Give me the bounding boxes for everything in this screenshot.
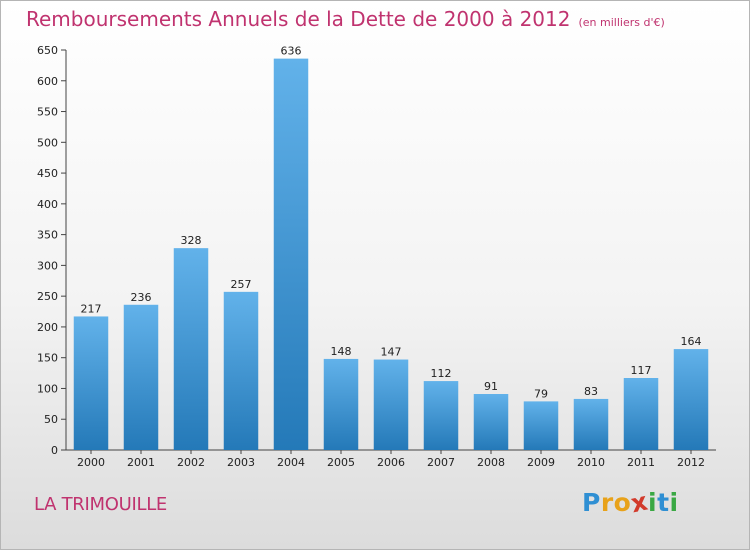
x-tick-label-2007: 2007	[427, 456, 455, 469]
bar-2011	[623, 378, 659, 450]
x-axis: 2000 2001 2002 2003 2004 2005 2006 2007 2008 2009…	[66, 449, 716, 469]
y-axis: 0 50 100 150 200 250 300 350 400 450 500 550 600 650	[37, 44, 67, 457]
value-label-2005: 148	[331, 345, 352, 358]
x-tick-label-2008: 2008	[477, 456, 505, 469]
logo-letter: i	[669, 488, 679, 517]
y-tick-label: 500	[37, 136, 58, 149]
value-label-2004: 636	[281, 45, 302, 58]
value-label-2001: 236	[131, 291, 152, 304]
value-labels: 217 236 328 257 636 148 147 112 91 79 83 117 164	[81, 45, 702, 401]
bar-2002	[173, 248, 209, 450]
y-tick-label: 650	[37, 44, 58, 57]
value-label-2002: 328	[181, 234, 202, 247]
value-label-2012: 164	[681, 335, 702, 348]
city-name: LA TRIMOUILLE	[34, 494, 167, 515]
x-tick-label-2001: 2001	[127, 456, 155, 469]
y-tick-label: 150	[37, 352, 58, 365]
y-tick-label: 450	[37, 167, 58, 180]
logo-letter: o	[613, 488, 632, 517]
value-label-2011: 117	[631, 364, 652, 377]
y-tick-label: 350	[37, 229, 58, 242]
value-label-2007: 112	[431, 367, 452, 380]
y-tick-label: 600	[37, 75, 58, 88]
value-label-2010: 83	[584, 385, 598, 398]
x-tick-label-2004: 2004	[277, 456, 305, 469]
x-tick-label-2002: 2002	[177, 456, 205, 469]
bar-2004	[273, 58, 309, 450]
value-label-2000: 217	[81, 302, 102, 315]
chart-title-unit: (en milliers d'€)	[578, 16, 665, 29]
bar-2009	[523, 401, 559, 450]
chart-title-main: Remboursements Annuels de la Dette de 20…	[26, 7, 571, 31]
bar-2003	[223, 291, 259, 450]
bar-2012	[673, 349, 709, 450]
bar-2008	[473, 394, 509, 450]
bar-2001	[123, 304, 159, 450]
x-tick-label-2012: 2012	[677, 456, 705, 469]
y-tick-label: 50	[44, 413, 58, 426]
y-tick-label: 300	[37, 259, 58, 272]
value-label-2003: 257	[231, 278, 252, 291]
logo-letter: i	[648, 488, 658, 517]
bar-2006	[373, 359, 409, 450]
bar-2007	[423, 381, 459, 450]
x-tick-label-2006: 2006	[377, 456, 405, 469]
logo-letter: P	[582, 488, 601, 517]
bar-2010	[573, 398, 609, 450]
y-tick-label: 550	[37, 106, 58, 119]
x-tick-label-2011: 2011	[627, 456, 655, 469]
value-label-2009: 79	[534, 387, 548, 400]
x-tick-label-2009: 2009	[527, 456, 555, 469]
bar-2000	[73, 316, 109, 450]
y-tick-label: 400	[37, 198, 58, 211]
y-tick-label: 100	[37, 382, 58, 395]
bar-2005	[323, 358, 359, 450]
x-tick-label-2000: 2000	[77, 456, 105, 469]
value-label-2006: 147	[381, 346, 402, 359]
chart-title: Remboursements Annuels de la Dette de 20…	[26, 7, 665, 31]
x-tick-label-2010: 2010	[577, 456, 605, 469]
logo-letter: r	[600, 488, 614, 517]
x-tick-label-2003: 2003	[227, 456, 255, 469]
y-tick-label: 250	[37, 290, 58, 303]
x-tick-label-2005: 2005	[327, 456, 355, 469]
logo-letter: t	[657, 488, 670, 517]
y-tick-label: 0	[51, 444, 58, 457]
bars	[73, 58, 709, 450]
y-tick-label: 200	[37, 321, 58, 334]
value-label-2008: 91	[484, 380, 498, 393]
proxiti-logo: Proxiti	[582, 487, 679, 519]
